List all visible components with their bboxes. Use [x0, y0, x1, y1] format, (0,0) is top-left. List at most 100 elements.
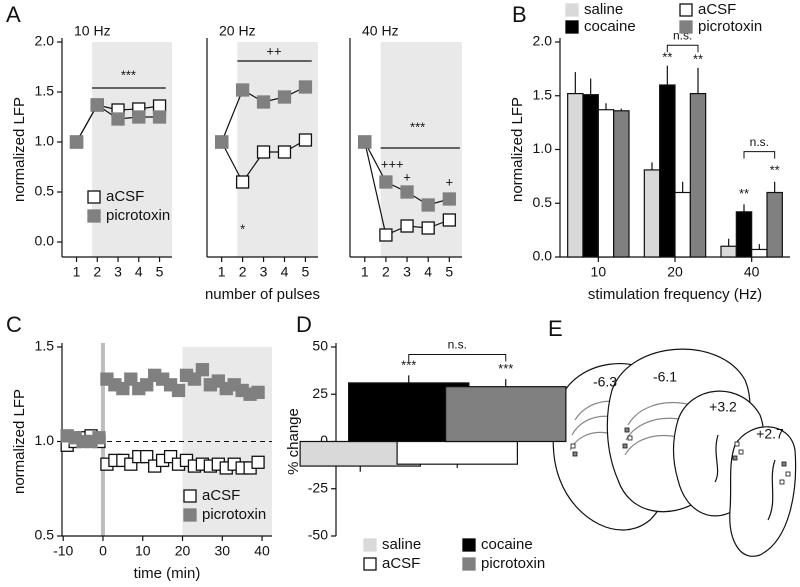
- bracket: [743, 151, 776, 159]
- x-tick-label: 2: [93, 264, 101, 280]
- y-tick-label: 50: [312, 338, 328, 354]
- data-point: [421, 198, 435, 212]
- x-tick-label: 1: [218, 264, 226, 280]
- legend-swatch: [462, 557, 476, 571]
- x-tick-label: 4: [281, 264, 289, 280]
- shaded-region: [237, 42, 318, 257]
- y-tick-label: 2.0: [533, 33, 553, 49]
- bracket-label: n.s.: [750, 135, 769, 149]
- x-tick-label: 4: [424, 264, 432, 280]
- legend-swatch: [565, 20, 579, 34]
- electrode-marks: [570, 427, 791, 485]
- annotation: ***: [121, 67, 136, 82]
- data-point: [195, 363, 210, 377]
- x-tick-label: 40: [744, 264, 760, 280]
- ventricle: [714, 434, 719, 483]
- bar: [659, 84, 676, 258]
- data-point: [379, 175, 393, 189]
- y-tick-label: 0.0: [35, 233, 55, 249]
- data-point: [442, 192, 456, 206]
- bar: [597, 109, 615, 258]
- annotation: **: [770, 162, 780, 177]
- legend-label: aCSF: [382, 555, 420, 572]
- x-tick-label: 1: [73, 264, 81, 280]
- x-tick-label: 10: [135, 543, 151, 559]
- legend-swatch: [363, 538, 377, 552]
- data-point: [152, 99, 167, 113]
- section-label: +2.7: [756, 426, 784, 442]
- legend-label: picrotoxin: [106, 207, 170, 224]
- legend-label: aCSF: [202, 487, 240, 504]
- y-tick-label: 1.5: [533, 86, 553, 102]
- annotation: +: [403, 169, 411, 184]
- x-tick-label: 3: [114, 264, 122, 280]
- data-point: [256, 145, 271, 159]
- data-point: [251, 385, 265, 400]
- data-point: [358, 135, 372, 149]
- x-tick-label: 4: [135, 264, 143, 280]
- data-point: [111, 112, 125, 126]
- legend-label: aCSF: [698, 1, 736, 18]
- annotation: **: [662, 50, 672, 65]
- data-point: [69, 135, 84, 149]
- y-tick-label: 0.0: [533, 248, 553, 264]
- data-point: [251, 455, 265, 469]
- x-tick-label: 1: [361, 264, 369, 280]
- panel-title: 10 Hz: [74, 23, 111, 39]
- x-tick-label: 0: [99, 543, 107, 559]
- data-point: [400, 185, 414, 199]
- x-tick-label: 2: [382, 264, 390, 280]
- x-tick-label: 20: [667, 264, 683, 280]
- y-tick-label: -25: [308, 479, 328, 495]
- panel-title: 40 Hz: [362, 23, 399, 39]
- legend-swatch: [679, 3, 693, 17]
- annotation: +: [446, 174, 454, 189]
- data-point: [92, 431, 106, 445]
- legend-label: picrotoxin: [481, 555, 545, 572]
- data-point: [379, 228, 393, 242]
- legend-label: picrotoxin: [202, 506, 266, 523]
- panel-label: D: [296, 312, 312, 337]
- x-tick-label: 5: [156, 264, 164, 280]
- bar: [766, 191, 783, 258]
- annotation: +++: [381, 156, 404, 171]
- panel-label: B: [512, 2, 527, 27]
- panel-label: C: [6, 312, 22, 337]
- y-tick-label: 0: [320, 432, 328, 448]
- annotation: ***: [410, 119, 425, 134]
- legend-label: saline: [382, 536, 421, 553]
- bar: [582, 94, 599, 258]
- x-tick-label: -10: [53, 543, 73, 559]
- bar: [751, 248, 768, 258]
- legend-label: saline: [584, 1, 623, 18]
- y-tick-label: -50: [308, 527, 328, 543]
- section-label: -6.1: [653, 369, 677, 385]
- data-point: [215, 135, 229, 149]
- bar: [567, 92, 584, 258]
- bar: [396, 440, 518, 465]
- shaded-region: [92, 42, 172, 257]
- data-point: [152, 110, 167, 124]
- data-point: [171, 383, 186, 398]
- y-axis-label: % change: [285, 408, 302, 475]
- y-tick-label: 25: [312, 385, 328, 401]
- panel-title: 20 Hz: [219, 23, 256, 39]
- data-point: [277, 90, 292, 104]
- annotation: ***: [401, 357, 416, 372]
- y-tick-label: 0.5: [35, 527, 55, 543]
- legend-label: cocaine: [481, 536, 533, 553]
- section-outline: [729, 426, 797, 557]
- x-tick-label: 20: [175, 543, 191, 559]
- bar: [720, 245, 737, 258]
- bar: [735, 211, 753, 258]
- y-tick-label: 2.0: [35, 33, 55, 49]
- data-point: [132, 110, 146, 124]
- x-tick-label: 40: [254, 543, 270, 559]
- bar: [445, 386, 567, 443]
- ventricle: [767, 459, 776, 521]
- legend-swatch: [679, 20, 693, 34]
- bar: [643, 169, 661, 258]
- bar: [689, 92, 707, 258]
- data-point: [235, 83, 250, 97]
- y-tick-label: 0.5: [35, 183, 55, 199]
